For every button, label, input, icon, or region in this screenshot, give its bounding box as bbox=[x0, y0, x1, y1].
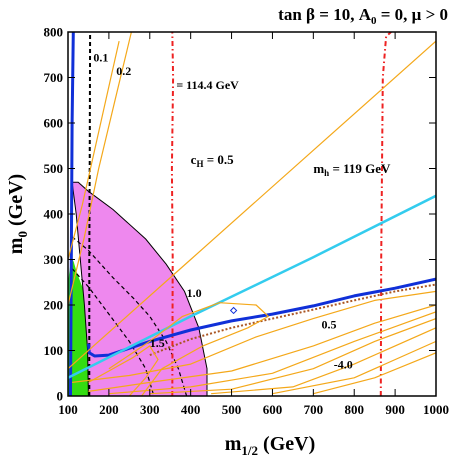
y-label-main: m bbox=[5, 237, 27, 254]
y-tick-label: 100 bbox=[44, 343, 64, 358]
ch-label: cH = 0.5 bbox=[191, 152, 234, 169]
series-line-17 bbox=[108, 311, 436, 395]
x-axis-label: m1/2 (GeV) bbox=[225, 433, 316, 458]
ticks-layer: 100 200 300 400 500 600 700 800 900 1000010020030… bbox=[44, 25, 450, 418]
y-label-sub: 0 bbox=[15, 231, 30, 238]
series-line-16 bbox=[88, 304, 436, 392]
series-line-12 bbox=[68, 40, 120, 260]
y-label-unit: (GeV) bbox=[5, 174, 27, 231]
chart-title: tan β = 10, A0 = 0, μ > 0 bbox=[278, 5, 448, 27]
series-line-4 bbox=[170, 32, 175, 396]
x-tick-label: 200 bbox=[99, 402, 119, 417]
mh-label: mh = 119 GeV bbox=[313, 161, 391, 178]
series-line-14 bbox=[88, 345, 159, 396]
series-line-11 bbox=[68, 32, 132, 306]
x-tick-label: 400 bbox=[181, 402, 201, 417]
title-d: > 0 bbox=[421, 5, 448, 24]
title-beta: β bbox=[306, 5, 315, 24]
title-b: = 10, A bbox=[315, 5, 372, 24]
y-tick-label: 700 bbox=[44, 70, 64, 85]
x-tick-label: 900 bbox=[385, 402, 405, 417]
title-tan: tan bbox=[278, 5, 302, 24]
y-tick-label: 200 bbox=[44, 298, 64, 313]
x-tick-label: 100 bbox=[58, 402, 78, 417]
x-tick-label: 800 bbox=[344, 402, 364, 417]
title-sub: 0 bbox=[371, 15, 377, 27]
ch-sub: H bbox=[196, 159, 203, 169]
mh-rest: = 119 GeV bbox=[329, 161, 391, 176]
ch-main: c bbox=[191, 152, 197, 167]
label-1.0: 1.0 bbox=[187, 286, 202, 300]
ch-rest: = 0.5 bbox=[203, 152, 234, 167]
series-line-2 bbox=[71, 236, 188, 396]
series-line-8 bbox=[149, 283, 436, 357]
x-tick-label: 300 bbox=[140, 402, 160, 417]
series-line-19 bbox=[211, 327, 436, 395]
series-line-3 bbox=[71, 268, 155, 396]
x-label-unit: (GeV) bbox=[258, 433, 315, 455]
label-0.1: 0.1 bbox=[93, 51, 108, 65]
series-line-10 bbox=[68, 40, 436, 370]
title-mu: μ bbox=[412, 5, 422, 24]
series-line-9 bbox=[68, 194, 436, 379]
label-0.2: 0.2 bbox=[116, 64, 131, 78]
y-axis-label: m0 (GeV) bbox=[5, 174, 30, 254]
y-tick-label: 400 bbox=[44, 207, 64, 222]
x-label-main: m bbox=[225, 433, 242, 455]
x-tick-label: 700 bbox=[304, 402, 324, 417]
region-1 bbox=[68, 257, 91, 396]
title-c: = 0, bbox=[376, 5, 411, 24]
series-line-20 bbox=[272, 340, 436, 395]
y-tick-label: 600 bbox=[44, 116, 64, 131]
x-label-sub: 1/2 bbox=[241, 443, 258, 458]
series-line-5 bbox=[379, 32, 392, 396]
y-tick-label: 500 bbox=[44, 161, 64, 176]
y-tick-label: 300 bbox=[44, 252, 64, 267]
markers-layer bbox=[229, 306, 238, 315]
x-tick-label: 1000 bbox=[423, 402, 449, 417]
series-line-7 bbox=[86, 277, 436, 358]
mh-main: m bbox=[313, 161, 324, 176]
label-114: = 114.4 GeV bbox=[176, 78, 239, 92]
label-1.5: 1.5 bbox=[150, 336, 165, 350]
label--4.0: -4.0 bbox=[334, 358, 353, 372]
annotations-layer: 0.1 0.2 = 114.4 GeV 1.0 1.5 0.5 -4.0 bbox=[93, 51, 352, 372]
curves-layer bbox=[68, 32, 436, 396]
label-0.5: 0.5 bbox=[322, 318, 337, 332]
series-line-13 bbox=[108, 302, 269, 396]
series-line-18 bbox=[149, 318, 436, 395]
x-tick-label: 500 bbox=[222, 402, 242, 417]
y-tick-label: 0 bbox=[57, 389, 64, 404]
marker-diamond bbox=[229, 306, 238, 315]
x-tick-label: 600 bbox=[263, 402, 283, 417]
series-line-21 bbox=[313, 352, 436, 395]
series-line-15 bbox=[72, 290, 436, 383]
y-tick-label: 800 bbox=[44, 25, 64, 40]
mh-sub: h bbox=[324, 168, 329, 178]
